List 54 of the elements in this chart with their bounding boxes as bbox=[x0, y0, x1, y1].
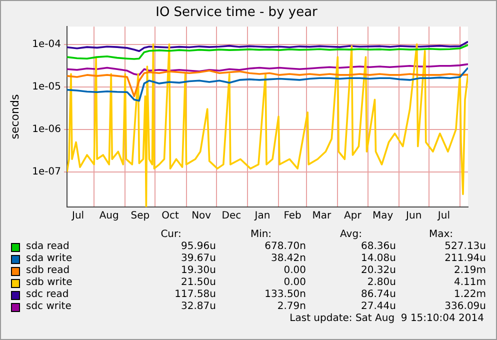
legend-label: sda read bbox=[26, 241, 70, 253]
text: 0.00 bbox=[282, 265, 306, 277]
text: 2.79n bbox=[276, 301, 306, 313]
text: 4.11m bbox=[452, 277, 486, 289]
x-tick-label: Oct bbox=[162, 210, 179, 222]
text: Avg: bbox=[339, 229, 363, 241]
x-tick-label: Jul bbox=[436, 210, 450, 222]
legend-label: sdb read bbox=[26, 265, 70, 277]
text: 211.94u bbox=[444, 253, 486, 265]
text: 2.19m bbox=[452, 265, 486, 277]
text: 39.67u bbox=[180, 253, 216, 265]
x-tick-label: Jul bbox=[70, 210, 84, 222]
x-tick-label: Sep bbox=[130, 210, 150, 222]
text: Min: bbox=[249, 229, 273, 241]
text: 678.70n bbox=[264, 241, 306, 253]
text: 95.96u bbox=[180, 241, 216, 253]
text: 14.08u bbox=[360, 253, 396, 265]
text: 2.80u bbox=[366, 277, 396, 289]
y-tick-label: 1e-06 bbox=[32, 124, 61, 135]
x-tick-label: Jun bbox=[405, 210, 422, 222]
x-tick-label: Mar bbox=[312, 210, 332, 222]
chart-title: IO Service time - by year bbox=[156, 5, 318, 20]
text: Last update: Sat Aug 9 15:10:04 2014 bbox=[290, 313, 484, 324]
x-tick-label: Dec bbox=[222, 210, 242, 222]
text: Cur: bbox=[160, 229, 182, 241]
x-tick-label: Feb bbox=[284, 210, 302, 222]
text: 19.30u bbox=[180, 265, 216, 277]
y-tick-label: 1e-07 bbox=[32, 166, 61, 178]
text: 336.09u bbox=[444, 301, 486, 313]
x-tick-label: Nov bbox=[192, 210, 212, 222]
text: 68.36u bbox=[360, 241, 396, 253]
text: 32.87u bbox=[180, 301, 216, 313]
x-tick-label: May bbox=[372, 210, 394, 222]
text: 527.13u bbox=[444, 241, 486, 253]
text: 0.00 bbox=[282, 277, 306, 289]
text: 20.32u bbox=[360, 265, 396, 277]
text: 117.58u bbox=[174, 289, 216, 301]
x-tick-label: Jan bbox=[254, 210, 270, 222]
legend-label: sdb write bbox=[26, 277, 72, 289]
text: 1.22m bbox=[452, 289, 486, 301]
legend-label: sdc read bbox=[26, 289, 69, 301]
text: 38.42n bbox=[270, 253, 306, 265]
x-tick-label: Apr bbox=[344, 210, 362, 222]
legend-label: sda write bbox=[26, 253, 72, 265]
y-tick-label: 1e-05 bbox=[32, 81, 61, 92]
y-axis-title: seconds bbox=[8, 94, 22, 140]
x-tick-label: Aug bbox=[99, 210, 119, 222]
text: Max: bbox=[428, 229, 454, 241]
text: 133.50n bbox=[264, 289, 306, 301]
legend-label: sdc write bbox=[26, 301, 72, 313]
text: 21.50u bbox=[180, 277, 216, 289]
text: 86.74u bbox=[360, 289, 396, 301]
y-tick-label: 1e-04 bbox=[32, 38, 61, 50]
text: 27.44u bbox=[360, 301, 396, 313]
